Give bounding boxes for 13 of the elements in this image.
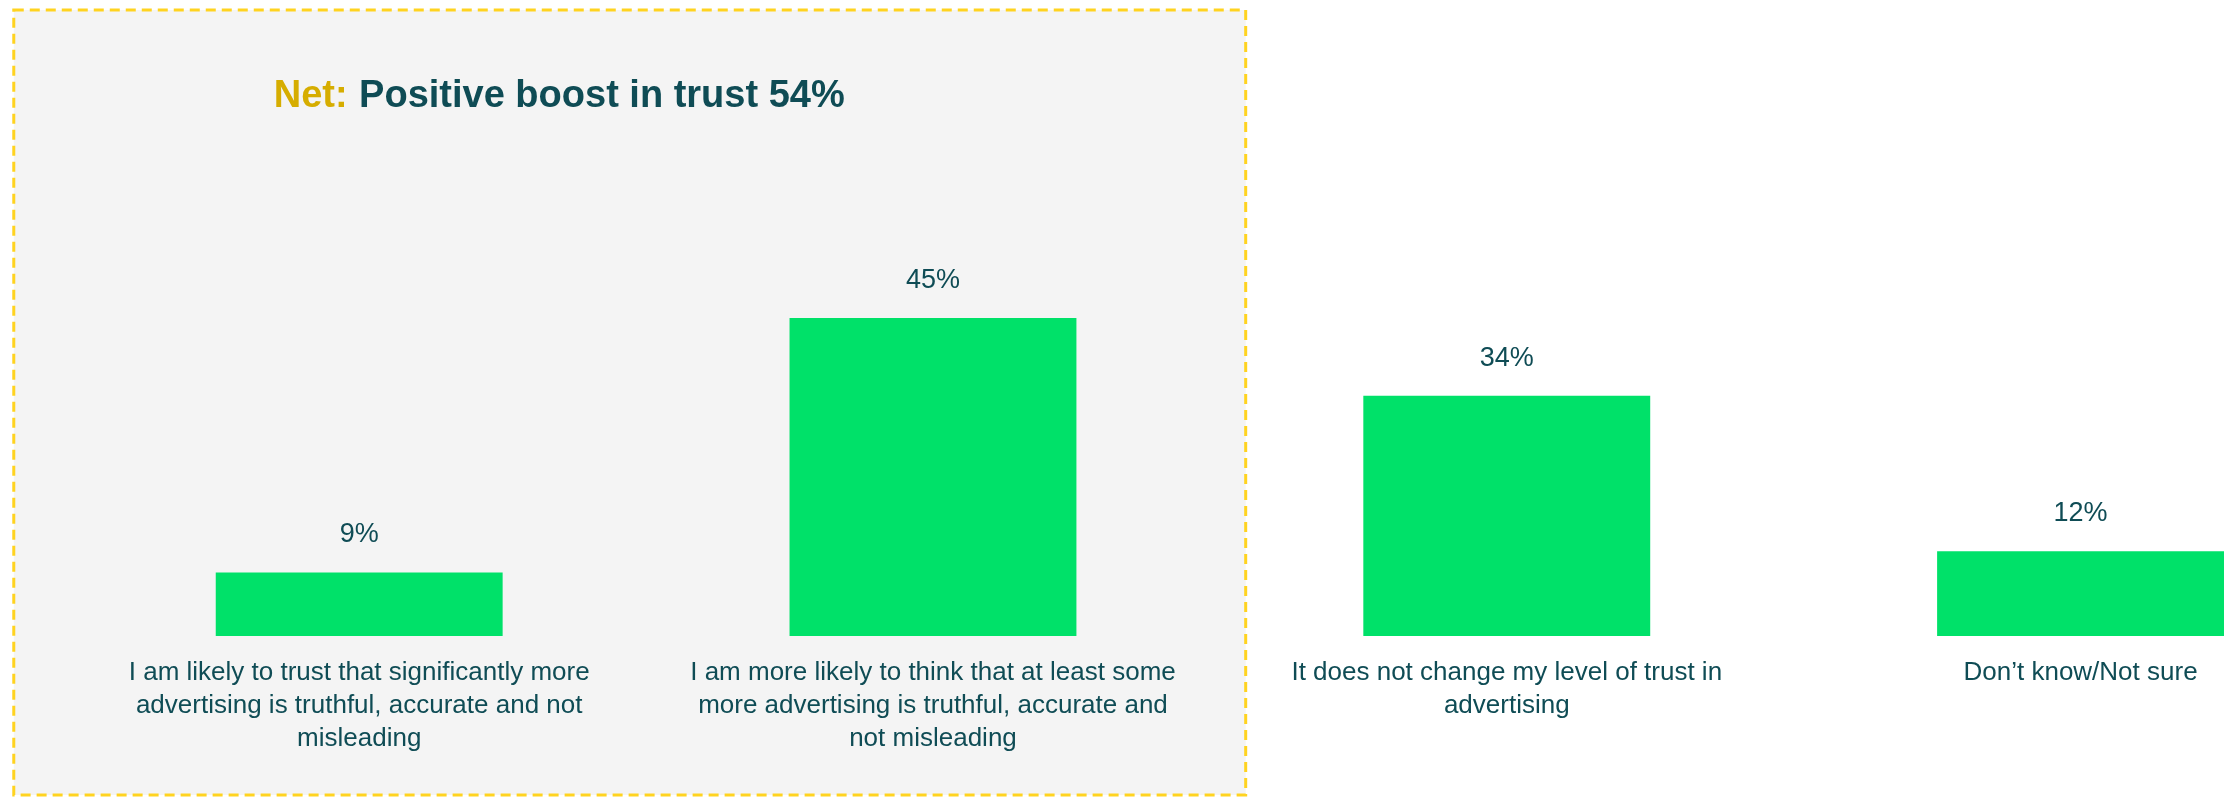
bar [215, 572, 503, 636]
bar [789, 318, 1077, 636]
x-tick-label: It does not change my level of trust in advertising [1291, 655, 1723, 719]
band-label: Net: Positive boost in trust 54% [273, 73, 845, 115]
data-label: 9% [339, 518, 379, 549]
data-label: 12% [2053, 497, 2108, 528]
bar [1937, 551, 2224, 636]
x-tick-label: Don’t know/Not sure [1963, 655, 2198, 686]
x-tick-label: I am more likely to think that at least some more advertising is truthful, accurate and not misleading [690, 655, 1176, 752]
x-tick-label: I am likely to trust that significantly more advertising is truthful, accurate and not misleading [128, 655, 590, 752]
data-label: 34% [1479, 341, 1534, 372]
bar [1363, 395, 1651, 636]
data-label: 45% [905, 264, 960, 294]
